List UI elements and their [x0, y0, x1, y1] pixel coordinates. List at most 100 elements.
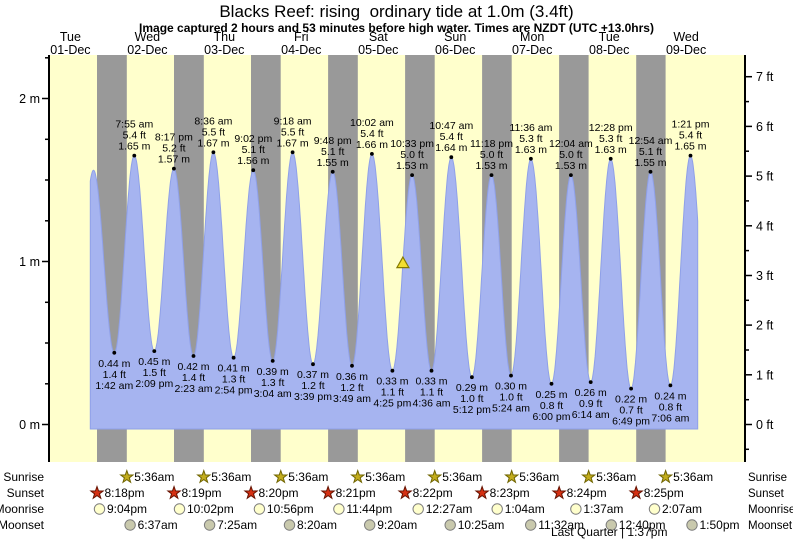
low-tide-dot: [390, 368, 395, 373]
date-label-date: 06-Dec: [435, 43, 475, 57]
sunrise-icon: [350, 468, 366, 484]
sunrise-time: 5:36am: [134, 470, 174, 484]
high-tide-label: 11:18 pm 5.0 ft 1.53 m: [470, 138, 513, 172]
moonrise-icon: [570, 503, 582, 515]
date-label-date: 05-Dec: [358, 43, 398, 57]
low-tide-label: 0.33 m 1.1 ft 4:25 pm: [373, 376, 411, 410]
sunrise-icon: [273, 468, 289, 484]
right-axis-label: 4 ft: [756, 219, 774, 233]
left-axis-label: 1 m: [19, 255, 40, 269]
high-tide-dot: [290, 150, 295, 155]
chart-subtitle: Image captured 2 hours and 53 minutes be…: [139, 21, 654, 35]
moonset-icon: [605, 519, 617, 531]
moonrise-time: 9:04pm: [107, 502, 147, 516]
high-tide-label: 9:18 am 5.5 ft 1.67 m: [274, 115, 312, 149]
low-tide-dot: [509, 373, 513, 378]
sunrise-icon: [581, 468, 597, 484]
high-tide-dot: [251, 168, 256, 173]
high-tide-dot: [529, 156, 533, 161]
sunset-icon: [320, 484, 336, 500]
moonset-time: 9:20am: [377, 518, 417, 532]
date-label-date: 09-Dec: [666, 43, 706, 57]
moon-phase-label: Last Quarter | 1:37pm: [551, 525, 668, 539]
low-tide-label: 0.39 m 1.3 ft 3:04 am: [254, 366, 292, 400]
moonset-time: 11:32am: [538, 518, 584, 532]
sunset-icon: [397, 484, 413, 500]
low-tide-dot: [112, 350, 117, 355]
date-label-date: 04-Dec: [281, 43, 321, 57]
moonrise-icon: [93, 503, 106, 515]
moonrise-time: 1:37am: [583, 502, 623, 516]
sunrise-icon: [427, 468, 443, 484]
moonset-time: 10:25am: [458, 518, 505, 532]
date-label-date: 03-Dec: [204, 43, 244, 57]
sunset-icon: [243, 484, 259, 500]
sunset-time: 8:22pm: [413, 486, 453, 500]
right-axis-label: 5 ft: [756, 170, 774, 184]
left-axis-label: 2 m: [19, 92, 40, 106]
date-label-date: 07-Dec: [512, 43, 552, 57]
low-tide-dot: [668, 383, 673, 388]
astro-row-label-right: Moonrise: [748, 504, 793, 516]
sunset-icon: [89, 484, 105, 500]
high-tide-label: 10:02 am 5.4 ft 1.66 m: [350, 117, 394, 151]
sunset-time: 8:19pm: [182, 486, 222, 500]
high-tide-label: 8:17 pm 5.2 ft 1.57 m: [155, 132, 193, 166]
sunrise-icon: [196, 468, 212, 484]
low-tide-dot: [191, 354, 196, 358]
moonset-time: 7:25am: [217, 518, 257, 532]
current-tide-marker: [395, 255, 410, 269]
moonset-icon: [444, 519, 456, 531]
sunset-icon: [628, 484, 644, 500]
moonrise-time: 12:27am: [426, 502, 473, 516]
right-axis-label: 0 ft: [756, 418, 774, 432]
date-label-date: 08-Dec: [589, 43, 629, 57]
sunset-icon: [474, 484, 490, 500]
astro-row-label-right: Sunrise: [748, 472, 787, 484]
moonset-time: 12:40pm: [619, 518, 666, 532]
low-tide-dot: [152, 349, 157, 353]
astro-row-label-left: Moonrise: [0, 502, 44, 516]
date-label-day: Sun: [444, 30, 466, 44]
sunset-time: 8:24pm: [567, 486, 607, 500]
sunrise-icon: [657, 468, 674, 484]
low-tide-label: 0.29 m 1.0 ft 5:12 pm: [453, 382, 491, 416]
moonset-icon: [203, 519, 216, 531]
sunrise-time: 5:36am: [519, 470, 559, 484]
date-label-day: Tue: [599, 30, 620, 44]
low-tide-label: 0.26 m 0.9 ft 6:14 am: [572, 387, 610, 421]
date-label-day: Thu: [214, 30, 236, 44]
date-label-date: 01-Dec: [50, 43, 90, 57]
sunrise-time: 5:36am: [442, 470, 482, 484]
right-axis-label: 1 ft: [756, 368, 774, 382]
moonset-icon: [124, 519, 136, 531]
high-tide-dot: [330, 169, 335, 174]
high-tide-label: 8:36 am 5.5 ft 1.67 m: [194, 115, 232, 149]
sunset-time: 8:18pm: [105, 486, 145, 500]
tide-curve: [89, 151, 699, 430]
right-axis-label: 3 ft: [756, 269, 774, 283]
low-tide-label: 0.33 m 1.1 ft 4:36 am: [413, 376, 451, 410]
high-tide-dot: [410, 173, 414, 178]
high-tide-dot: [132, 153, 137, 158]
high-tide-label: 10:47 am 5.4 ft 1.64 m: [429, 120, 473, 154]
low-tide-label: 0.45 m 1.5 ft 2:09 pm: [135, 356, 173, 390]
low-tide-label: 0.30 m 1.0 ft 5:24 am: [492, 381, 530, 415]
astro-row-label-right: Moonset: [748, 520, 793, 532]
moonrise-time: 1:04am: [505, 502, 545, 516]
sunrise-time: 5:36am: [596, 470, 636, 484]
high-tide-label: 12:04 am 5.0 ft 1.53 m: [549, 138, 593, 172]
moonrise-icon: [412, 503, 424, 515]
high-tide-label: 12:54 am 5.1 ft 1.55 m: [629, 135, 673, 169]
high-tide-label: 10:33 pm 5.0 ft 1.53 m: [390, 138, 434, 172]
high-tide-dot: [370, 152, 374, 156]
high-tide-label: 1:21 pm 5.4 ft 1.65 m: [672, 119, 710, 153]
low-tide-label: 0.36 m 1.2 ft 3:49 am: [333, 371, 371, 405]
low-tide-dot: [588, 380, 593, 384]
low-tide-label: 0.22 m 0.7 ft 6:49 pm: [612, 394, 650, 428]
moonrise-icon: [173, 503, 186, 515]
right-axis-label: 7 ft: [756, 70, 774, 84]
date-label-day: Sat: [369, 30, 388, 44]
low-tide-label: 0.41 m 1.3 ft 2:54 pm: [215, 363, 253, 397]
high-tide-dot: [211, 150, 216, 155]
